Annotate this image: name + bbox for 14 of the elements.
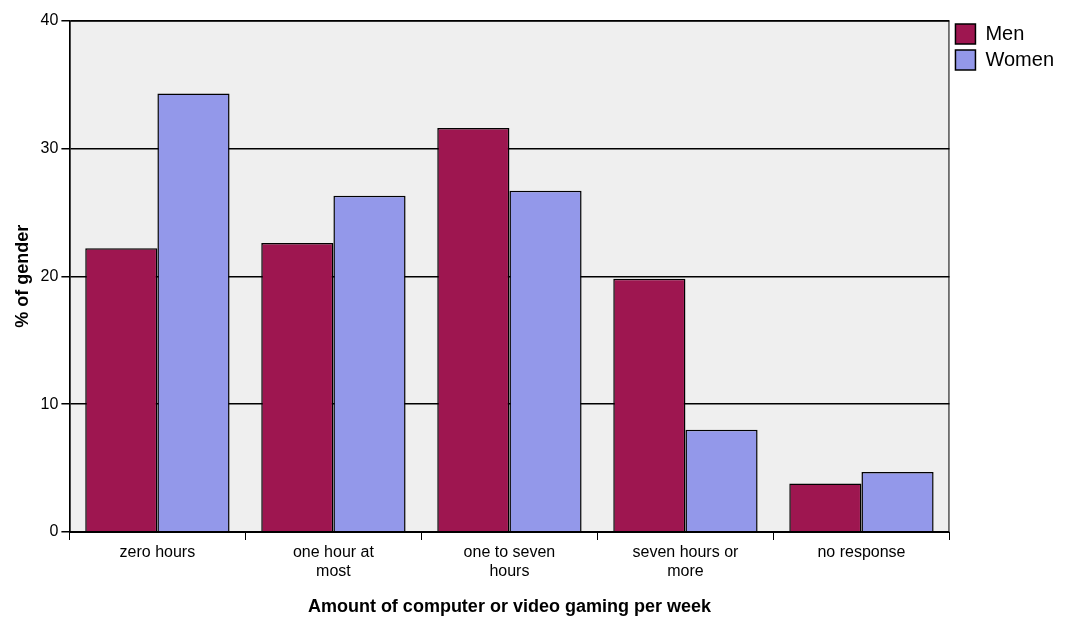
x-tick-label: no response — [817, 543, 906, 561]
y-tick-label: 30 — [40, 138, 59, 156]
y-tick-label: 20 — [40, 266, 59, 284]
y-tick-label: 0 — [49, 522, 59, 540]
y-axis-title: % of gender — [11, 224, 32, 328]
x-axis-title: Amount of computer or video gaming per week — [307, 596, 712, 617]
legend-label: Women — [985, 47, 1054, 70]
x-tick-label: one hour at most — [292, 543, 375, 580]
x-tick-label: zero hours — [119, 543, 196, 561]
legend-label: Men — [985, 21, 1025, 44]
y-tick-label: 10 — [40, 394, 59, 412]
y-tick-label: 40 — [40, 11, 59, 29]
x-tick-label: one to seven hours — [463, 543, 556, 580]
x-tick-label: seven hours or more — [632, 543, 740, 580]
